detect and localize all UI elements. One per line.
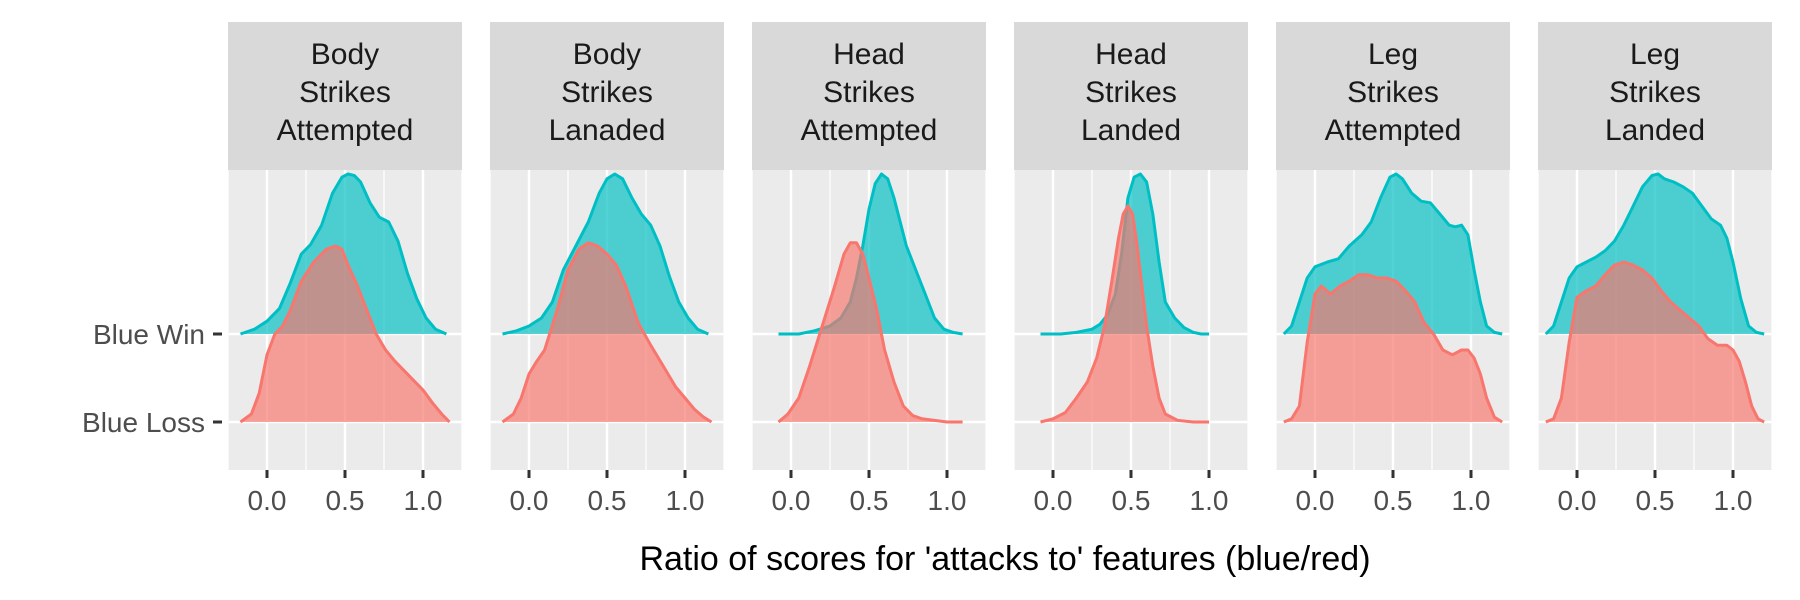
ridge-line-blue-win xyxy=(1544,172,1765,336)
facet-strip-label: Strikes xyxy=(823,76,915,109)
ridge-line-blue-win xyxy=(502,172,710,336)
x-tick-label: 1.0 xyxy=(666,485,705,516)
row-label-blue-win: Blue Win xyxy=(93,319,205,350)
row-labels: Blue Win Blue Loss xyxy=(82,319,222,438)
facet-strip-label: Body xyxy=(311,38,379,71)
facet-strip-label: Strikes xyxy=(1609,76,1701,109)
facet-panel: Body Strikes Attempted 0.0 0.5 1.0 xyxy=(227,22,463,516)
x-tick-label: 1.0 xyxy=(1714,485,1753,516)
x-tick-label: 0.5 xyxy=(326,485,365,516)
facet-strip xyxy=(1014,22,1248,170)
row-label-blue-loss: Blue Loss xyxy=(82,407,205,438)
x-tick-label: 0.0 xyxy=(510,485,549,516)
facet-strip-label: Strikes xyxy=(561,76,653,109)
x-tick-label: 0.0 xyxy=(772,485,811,516)
facet-panel: Body Strikes Lanaded 0.0 0.5 1.0 xyxy=(489,22,725,516)
facet-panel: Leg Strikes Landed 0.0 0.5 1.0 xyxy=(1537,22,1773,516)
x-tick-label: 0.5 xyxy=(1636,485,1675,516)
facet-strip-label: Leg xyxy=(1368,38,1418,71)
x-tick-label: 0.0 xyxy=(1296,485,1335,516)
x-tick-label: 0.5 xyxy=(850,485,889,516)
facet-strip-label: Landed xyxy=(1081,114,1181,147)
x-tick-label: 1.0 xyxy=(1452,485,1491,516)
facet-strip xyxy=(752,22,986,170)
x-tick-label: 0.0 xyxy=(1558,485,1597,516)
x-tick-label: 0.5 xyxy=(1374,485,1413,516)
ridge-line-blue-loss xyxy=(777,241,963,424)
facet-panel: Head Strikes Attempted 0.0 0.5 1.0 xyxy=(751,22,987,516)
facet-panel: Head Strikes Landed 0.0 0.5 1.0 xyxy=(1013,22,1249,516)
x-tick-label: 1.0 xyxy=(928,485,967,516)
ridge-area-blue-loss xyxy=(502,242,712,422)
x-tick-label: 0.0 xyxy=(1034,485,1073,516)
x-tick-label: 1.0 xyxy=(1190,485,1229,516)
ridge-line-blue-win xyxy=(240,172,448,336)
facet-strip-label: Strikes xyxy=(299,76,391,109)
facet-strip-label: Head xyxy=(1095,38,1167,71)
facet-panels: Body Strikes Attempted 0.0 0.5 1.0 Body Strikes… xyxy=(227,22,1773,516)
facet-panel: Leg Strikes Attempted 0.0 0.5 1.0 xyxy=(1275,22,1511,516)
ridge-line-blue-win xyxy=(1040,172,1209,336)
facet-strip-label: Head xyxy=(833,38,905,71)
facet-strip-label: Attempted xyxy=(801,114,938,147)
facet-strip xyxy=(228,22,462,170)
ridge-area-blue-loss xyxy=(1283,274,1503,422)
facet-strip-label: Strikes xyxy=(1347,76,1439,109)
ridge-line-blue-loss xyxy=(1040,204,1209,424)
facet-strip-label: Leg xyxy=(1630,38,1680,71)
x-tick-label: 1.0 xyxy=(404,485,443,516)
facet-strip-label: Lanaded xyxy=(549,114,666,147)
facet-strip xyxy=(1276,22,1510,170)
x-tick-label: 0.5 xyxy=(1112,485,1151,516)
facet-strip-label: Attempted xyxy=(1325,114,1462,147)
x-tick-label: 0.0 xyxy=(248,485,287,516)
x-axis-title: Ratio of scores for 'attacks to' feature… xyxy=(639,540,1370,578)
ridge-area-blue-loss xyxy=(778,242,963,422)
facet-strip-label: Strikes xyxy=(1085,76,1177,109)
ridge-line-blue-loss xyxy=(1283,273,1503,424)
ridge-area-blue-loss xyxy=(1545,262,1765,422)
ridge-line-blue-loss xyxy=(1545,260,1765,424)
ridge-area-blue-loss xyxy=(1040,206,1209,422)
facet-strip xyxy=(490,22,724,170)
x-tick-label: 0.5 xyxy=(588,485,627,516)
ridge-line-blue-loss xyxy=(239,244,451,424)
ridge-area-blue-win xyxy=(778,174,963,334)
facet-strip xyxy=(1538,22,1772,170)
facet-strip-label: Attempted xyxy=(277,114,414,147)
ridge-line-blue-win xyxy=(1282,172,1503,336)
ridge-line-blue-loss xyxy=(501,241,713,424)
facet-strip-label: Body xyxy=(573,38,641,71)
facet-strip-label: Landed xyxy=(1605,114,1705,147)
ridge-area-blue-loss xyxy=(240,246,450,422)
